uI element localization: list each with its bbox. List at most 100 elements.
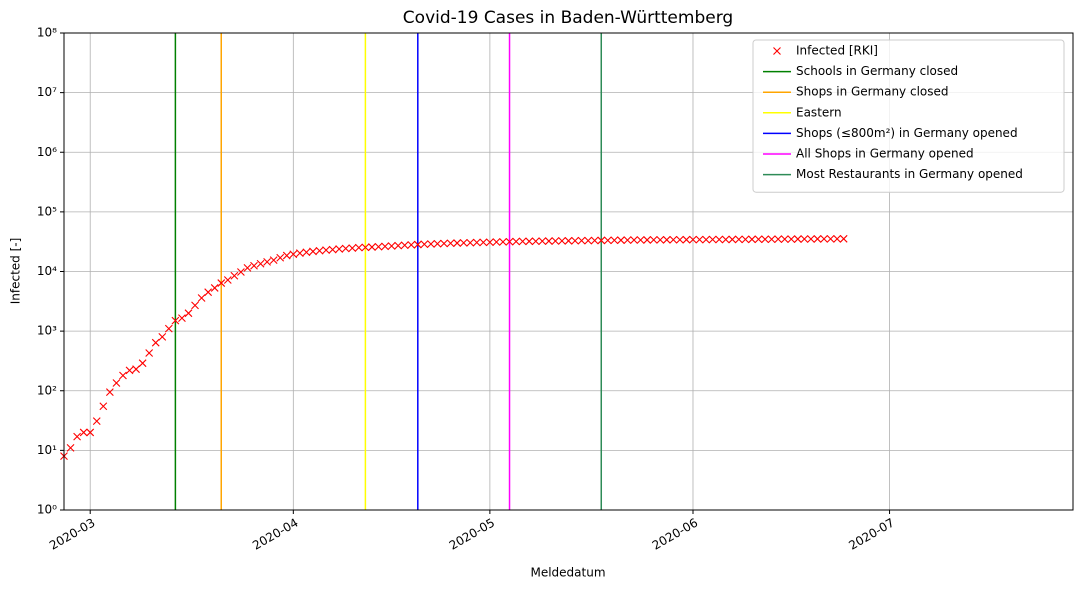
- x-tick-label: 2020-07: [846, 516, 896, 553]
- data-marker: [427, 240, 435, 248]
- data-marker: [649, 235, 658, 244]
- y-tick-label: 10⁶: [37, 145, 57, 159]
- legend-label: Infected [RKI]: [796, 44, 878, 58]
- data-marker: [721, 235, 730, 244]
- data-marker: [695, 235, 704, 244]
- data-marker: [164, 324, 173, 333]
- data-marker: [394, 241, 403, 250]
- data-marker: [86, 428, 95, 437]
- data-marker: [590, 236, 599, 245]
- data-marker: [603, 236, 612, 245]
- data-marker: [250, 261, 258, 270]
- data-marker: [643, 236, 652, 244]
- data-marker: [728, 235, 737, 244]
- data-marker: [597, 236, 606, 245]
- data-marker: [748, 235, 756, 244]
- data-marker: [374, 242, 383, 251]
- data-marker: [381, 242, 389, 251]
- data-marker: [538, 237, 547, 246]
- data-marker: [79, 428, 88, 437]
- y-tick-label: 10⁰: [37, 503, 57, 517]
- data-marker: [322, 246, 330, 255]
- data-marker: [558, 237, 566, 245]
- y-tick-label: 10³: [37, 324, 57, 338]
- data-marker: [833, 234, 842, 243]
- data-marker: [715, 235, 724, 244]
- data-marker: [813, 235, 822, 243]
- data-marker: [800, 235, 809, 243]
- data-marker: [630, 236, 638, 244]
- data-marker: [734, 235, 743, 244]
- x-axis-label: Meldedatum: [530, 566, 605, 580]
- data-marker: [158, 333, 167, 341]
- data-marker: [453, 239, 462, 247]
- data-marker: [702, 235, 710, 244]
- x-tick-label: 2020-05: [447, 516, 497, 553]
- y-tick-label: 10⁵: [37, 204, 57, 218]
- data-marker: [807, 235, 815, 243]
- data-marker: [617, 236, 625, 245]
- data-marker: [230, 271, 239, 280]
- data-marker: [793, 235, 802, 243]
- data-marker: [584, 236, 593, 245]
- legend-label: All Shops in Germany opened: [796, 147, 974, 161]
- legend-box: [752, 39, 1065, 193]
- data-marker: [282, 251, 291, 260]
- data-marker: [92, 417, 101, 425]
- data-marker: [125, 366, 134, 375]
- data-marker: [66, 444, 75, 452]
- data-marker: [295, 249, 304, 258]
- data-marker: [309, 247, 317, 256]
- legend-label: Schools in Germany closed: [796, 64, 958, 78]
- data-marker: [256, 259, 265, 268]
- data-marker: [505, 237, 514, 246]
- data-marker: [335, 245, 344, 253]
- data-marker: [315, 246, 324, 255]
- data-marker: [466, 238, 475, 247]
- data-marker: [531, 237, 540, 246]
- legend-label: Most Restaurants in Germany opened: [796, 167, 1023, 181]
- data-marker: [675, 235, 684, 244]
- legend-label: Eastern: [796, 105, 842, 119]
- data-marker: [610, 236, 619, 245]
- data-marker: [682, 235, 691, 244]
- data-marker: [767, 235, 776, 244]
- data-marker: [571, 236, 579, 245]
- x-tick-label: 2020-06: [650, 516, 700, 553]
- data-marker: [204, 288, 213, 297]
- legend-marker: [773, 47, 781, 55]
- data-marker: [485, 238, 494, 247]
- data-marker: [132, 365, 140, 374]
- data-marker: [636, 236, 645, 244]
- data-marker: [289, 250, 298, 259]
- data-marker: [499, 237, 507, 246]
- data-marker: [669, 235, 678, 244]
- data-marker: [171, 316, 180, 325]
- data-marker: [479, 238, 488, 247]
- data-marker: [178, 314, 186, 323]
- data-marker: [99, 402, 108, 411]
- data-marker: [407, 240, 416, 249]
- data-marker: [577, 236, 586, 245]
- data-marker: [774, 235, 783, 244]
- data-marker: [662, 235, 671, 244]
- data-marker: [741, 235, 750, 244]
- data-marker: [348, 244, 357, 252]
- data-marker: [420, 240, 429, 249]
- data-marker: [689, 235, 697, 244]
- data-marker: [361, 243, 370, 252]
- data-marker: [145, 349, 154, 357]
- data-marker: [151, 338, 160, 347]
- data-marker: [105, 388, 114, 396]
- y-tick-label: 10⁷: [37, 85, 57, 99]
- y-tick-label: 10⁸: [37, 26, 57, 40]
- data-marker: [446, 239, 455, 248]
- data-marker: [354, 243, 363, 252]
- data-marker: [826, 234, 835, 243]
- data-marker: [564, 236, 573, 245]
- data-marker: [472, 238, 481, 247]
- data-marker: [184, 309, 193, 318]
- legend-label: Shops (≤800m²) in Germany opened: [796, 126, 1018, 140]
- data-marker: [761, 235, 769, 244]
